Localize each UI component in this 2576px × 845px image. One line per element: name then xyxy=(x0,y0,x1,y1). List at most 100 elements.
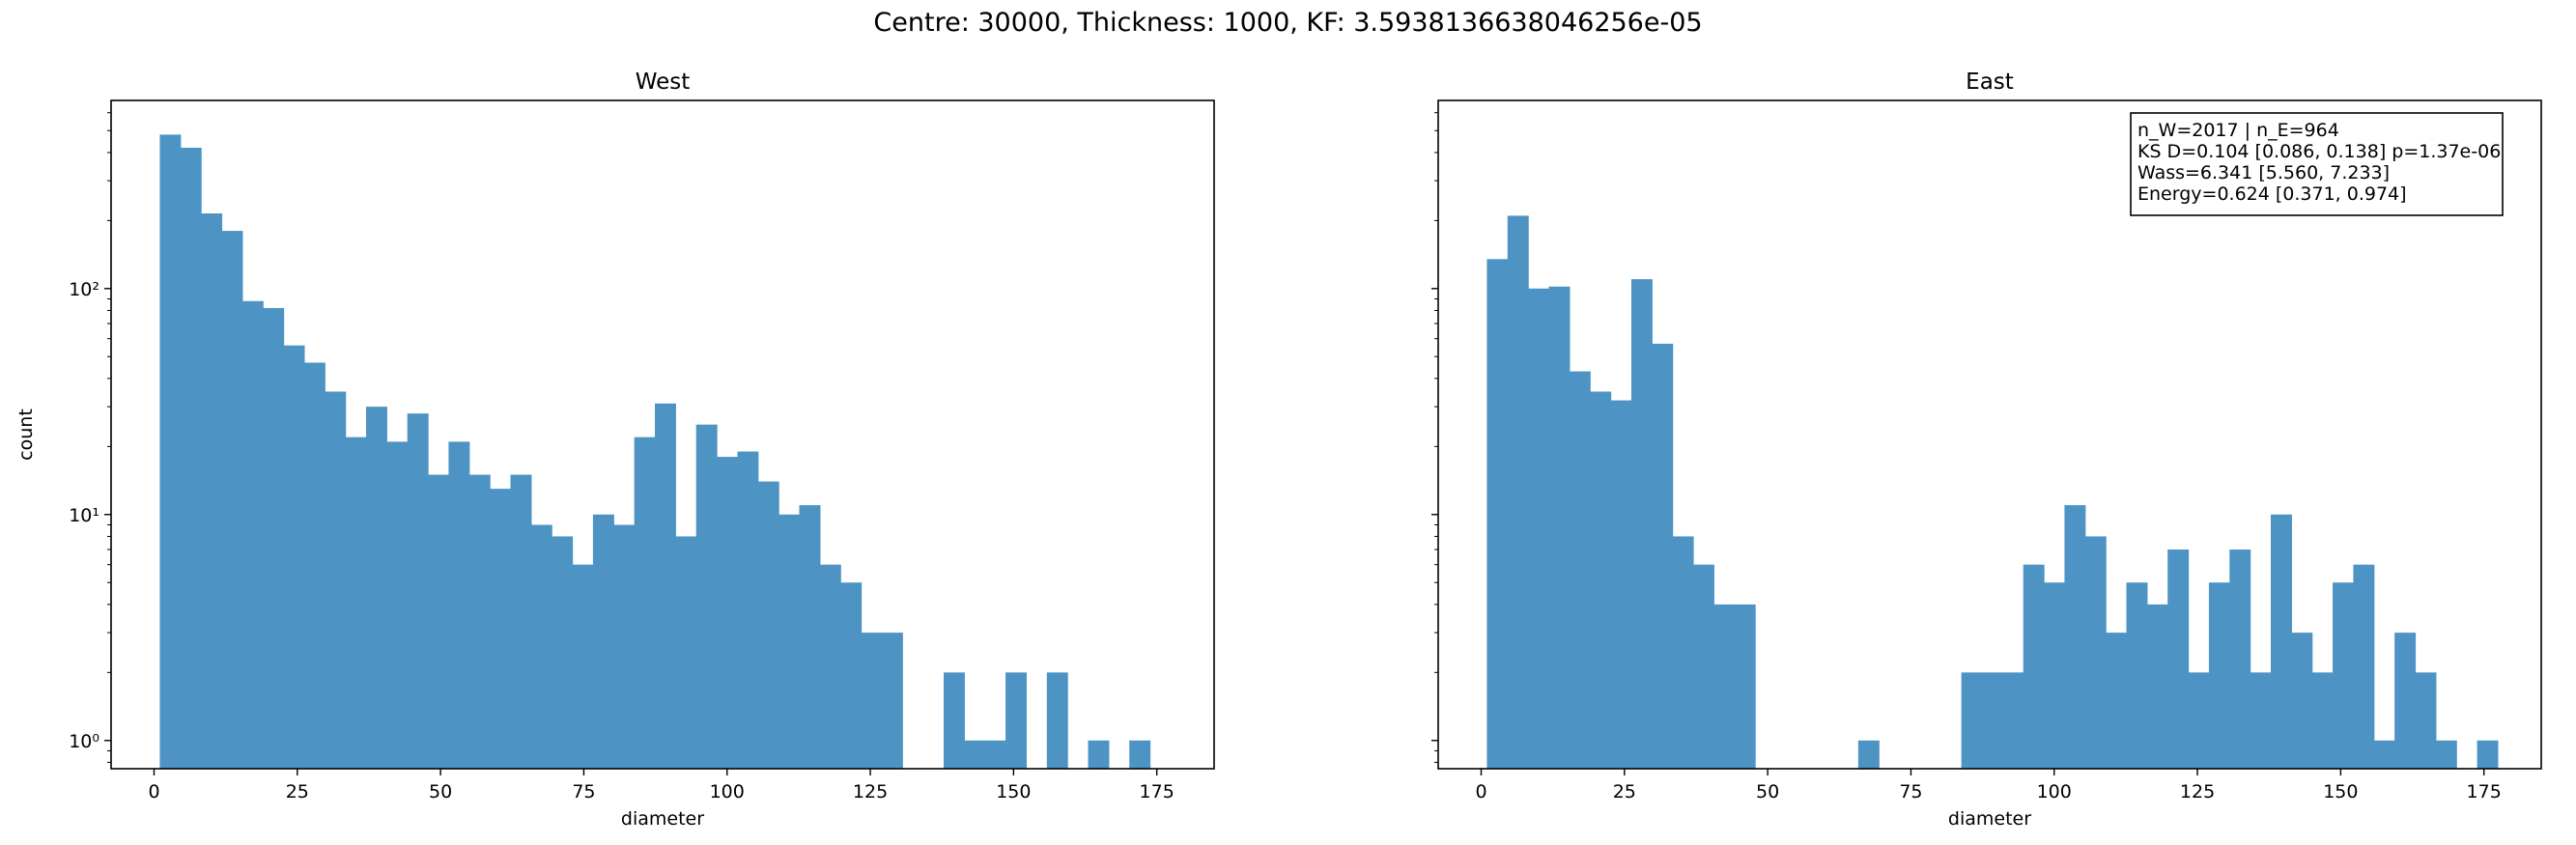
histogram-bar xyxy=(572,564,594,769)
histogram-bar xyxy=(2435,740,2457,769)
histogram-bar xyxy=(1046,672,1068,769)
histogram-bar xyxy=(1590,391,1612,769)
histogram-bar xyxy=(2415,672,2437,769)
histogram-bar xyxy=(552,536,574,769)
histogram-bar xyxy=(819,564,841,769)
histogram-bar xyxy=(695,424,718,769)
x-tick-label: 75 xyxy=(572,781,595,803)
stats-annotation-line: Wass=6.341 [5.560, 7.233] xyxy=(2137,162,2390,183)
x-tick-label: 150 xyxy=(996,781,1031,803)
histogram-bar xyxy=(592,514,614,769)
x-axis-label: diameter xyxy=(621,808,704,830)
x-tick-label: 25 xyxy=(286,781,309,803)
y-tick-label: 10¹ xyxy=(69,505,99,526)
y-tick-label: 10² xyxy=(69,279,99,300)
x-tick-label: 125 xyxy=(853,781,888,803)
histogram-bar xyxy=(840,582,863,769)
stats-annotation-line: n_W=2017 | n_E=964 xyxy=(2137,120,2339,141)
panel-title: West xyxy=(636,70,691,95)
histogram-bar xyxy=(407,413,429,769)
y-axis-label: count xyxy=(15,408,37,461)
histogram-bar xyxy=(2023,564,2045,769)
histogram-bar xyxy=(448,441,470,769)
histogram-bar xyxy=(2333,582,2355,769)
panel-title: East xyxy=(1966,70,2014,95)
x-tick-label: 50 xyxy=(1756,781,1779,803)
histogram-bar xyxy=(2188,672,2210,769)
histogram-bar xyxy=(613,524,636,769)
histogram-bar xyxy=(2373,740,2395,769)
histogram-bar xyxy=(1981,672,2003,769)
axes-frame xyxy=(110,99,1215,770)
histogram-bar xyxy=(634,437,656,769)
histogram-bar xyxy=(2291,633,2313,769)
histogram-bar xyxy=(365,407,387,769)
histogram-bar xyxy=(325,391,347,769)
histogram-bar xyxy=(1713,604,1736,769)
stats-annotation-line: KS D=0.104 [0.086, 0.138] p=1.37e-06 xyxy=(2137,141,2501,162)
x-tick-label: 175 xyxy=(2467,781,2502,803)
histogram-bar xyxy=(675,536,697,769)
histogram-bar xyxy=(1672,536,1694,769)
histogram-bar xyxy=(303,362,326,769)
histogram-bar xyxy=(737,451,759,769)
histogram-bar xyxy=(2146,604,2168,769)
histogram-bar xyxy=(881,633,903,769)
histogram-bar xyxy=(490,489,512,769)
histogram-bar xyxy=(221,231,243,770)
histogram-bar xyxy=(241,300,264,769)
histogram-bar xyxy=(530,524,552,769)
stats-annotation-line: Energy=0.624 [0.371, 0.974] xyxy=(2137,183,2407,205)
histogram-bar xyxy=(2002,672,2024,769)
histogram-bar xyxy=(510,474,532,769)
histogram-bar xyxy=(428,474,450,769)
x-tick-label: 175 xyxy=(1140,781,1175,803)
histogram-bar xyxy=(1129,740,1151,769)
histogram-bar xyxy=(2126,582,2148,769)
histogram-bar xyxy=(757,481,779,769)
histogram-bar xyxy=(1005,672,1028,769)
x-tick-label: 150 xyxy=(2323,781,2358,803)
histogram-bar xyxy=(1734,604,1756,769)
x-tick-label: 125 xyxy=(2180,781,2215,803)
histogram-bar xyxy=(2394,633,2417,769)
histogram-bar xyxy=(964,740,986,769)
x-axis-label: diameter xyxy=(1948,808,2031,830)
histogram-bar xyxy=(1692,564,1714,769)
histogram-bar xyxy=(1548,286,1571,769)
histogram-bar xyxy=(2106,633,2128,769)
histogram-bar xyxy=(2084,536,2107,769)
axes-frame xyxy=(1437,99,2542,770)
histogram-bar xyxy=(386,441,409,769)
x-tick-label: 0 xyxy=(148,781,159,803)
x-tick-label: 75 xyxy=(1899,781,1922,803)
histogram-bar xyxy=(201,213,223,769)
histogram-bar xyxy=(1961,672,1983,769)
histogram-bar xyxy=(943,672,965,769)
histogram-bar xyxy=(2044,582,2066,769)
histogram-bar xyxy=(263,307,285,769)
histogram-bar xyxy=(1652,343,1674,769)
x-tick-label: 100 xyxy=(710,781,745,803)
histogram-bar xyxy=(1569,371,1591,769)
histogram-bar xyxy=(2311,672,2334,769)
x-tick-label: 50 xyxy=(429,781,452,803)
histogram-bar xyxy=(984,740,1006,769)
figure-title: Centre: 30000, Thickness: 1000, KF: 3.59… xyxy=(873,8,1703,38)
histogram-bar xyxy=(799,505,821,769)
histogram-bar xyxy=(654,403,676,769)
histogram-bar xyxy=(1857,740,1880,769)
histogram-bar xyxy=(1507,215,1529,769)
histogram-bar xyxy=(2167,549,2190,769)
histogram-bar xyxy=(861,633,883,769)
x-tick-label: 25 xyxy=(1613,781,1636,803)
histogram-bar xyxy=(468,474,491,769)
stats-annotation-box xyxy=(2130,112,2504,216)
histogram-bar xyxy=(2353,564,2375,769)
histogram-bar xyxy=(180,147,202,769)
histogram-bar xyxy=(1610,400,1632,769)
x-tick-label: 0 xyxy=(1475,781,1486,803)
histogram-bar xyxy=(2229,549,2251,769)
x-tick-label: 100 xyxy=(2037,781,2072,803)
